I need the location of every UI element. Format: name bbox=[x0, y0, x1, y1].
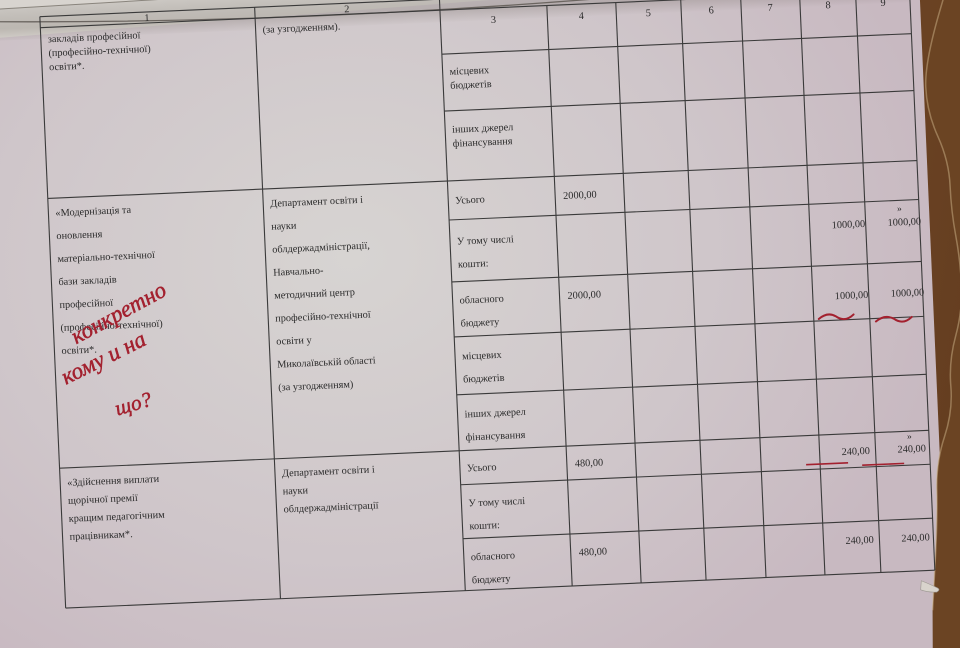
svg-text:освіти у: освіти у bbox=[276, 335, 313, 348]
svg-text:6: 6 bbox=[708, 5, 714, 16]
svg-text:Департамент освіти і: Департамент освіти і bbox=[270, 195, 363, 210]
svg-text:облдержадміністрації: облдержадміністрації bbox=[283, 500, 379, 515]
svg-text:9: 9 bbox=[880, 0, 886, 9]
svg-text:(професійно-технічної): (професійно-технічної) bbox=[48, 44, 151, 59]
svg-text:Миколаївській області: Миколаївській області bbox=[277, 355, 376, 370]
svg-text:місцевих: місцевих bbox=[449, 65, 490, 78]
svg-text:освіти*.: освіти*. bbox=[49, 61, 85, 74]
svg-text:Усього: Усього bbox=[455, 194, 485, 206]
svg-text:2: 2 bbox=[344, 4, 350, 15]
svg-text:1000,00: 1000,00 bbox=[831, 219, 865, 231]
svg-text:методичний центр: методичний центр bbox=[274, 287, 355, 302]
svg-text:3: 3 bbox=[491, 15, 497, 26]
svg-text:240,00: 240,00 bbox=[897, 443, 926, 455]
svg-text:інших джерел: інших джерел bbox=[452, 122, 514, 136]
svg-text:2000,00: 2000,00 bbox=[567, 289, 601, 301]
svg-text:Департамент освіти і: Департамент освіти і bbox=[282, 464, 375, 479]
svg-text:«Здійснення виплати: «Здійснення виплати bbox=[67, 474, 160, 489]
svg-text:бюджету: бюджету bbox=[460, 317, 500, 330]
svg-text:7: 7 bbox=[767, 3, 773, 14]
svg-text:У тому числі: У тому числі bbox=[457, 234, 514, 247]
svg-text:«Модернізація та: «Модернізація та bbox=[55, 205, 132, 219]
svg-text:фінансування: фінансування bbox=[465, 430, 525, 444]
svg-text:щорічної премії: щорічної премії bbox=[68, 493, 138, 507]
svg-text:1: 1 bbox=[144, 13, 150, 24]
svg-text:обласного: обласного bbox=[471, 550, 516, 563]
svg-text:1000,00: 1000,00 bbox=[835, 290, 869, 302]
svg-text:480,00: 480,00 bbox=[579, 546, 608, 558]
svg-text:240,00: 240,00 bbox=[841, 446, 870, 458]
svg-text:240,00: 240,00 bbox=[845, 535, 874, 547]
svg-text:кращим педагогічним: кращим педагогічним bbox=[69, 510, 166, 525]
svg-text:Навчально-: Навчально- bbox=[273, 266, 324, 279]
svg-text:науки: науки bbox=[283, 485, 309, 497]
svg-text:працівникам*.: працівникам*. bbox=[69, 529, 133, 543]
svg-text:»: » bbox=[897, 204, 902, 214]
svg-text:кошти:: кошти: bbox=[469, 520, 500, 532]
svg-text:(за узгодженням): (за узгодженням) bbox=[278, 379, 354, 393]
svg-text:обласного: обласного bbox=[459, 294, 504, 307]
svg-text:8: 8 bbox=[825, 0, 831, 11]
svg-text:1000,00: 1000,00 bbox=[887, 216, 921, 228]
svg-text:5: 5 bbox=[645, 8, 651, 19]
svg-text:кошти:: кошти: bbox=[458, 258, 489, 270]
svg-text:фінансування: фінансування bbox=[453, 136, 513, 150]
svg-text:бюджету: бюджету bbox=[472, 574, 512, 587]
svg-text:науки: науки bbox=[271, 221, 297, 233]
svg-text:240,00: 240,00 bbox=[901, 532, 930, 544]
svg-text:480,00: 480,00 bbox=[575, 458, 604, 470]
svg-text:(за узгодженням).: (за узгодженням). bbox=[262, 22, 340, 36]
svg-text:оновлення: оновлення bbox=[56, 229, 103, 242]
svg-text:Усього: Усього bbox=[467, 462, 497, 474]
svg-text:професійно-технічної: професійно-технічної bbox=[275, 310, 371, 325]
svg-text:облдержадміністрації,: облдержадміністрації, bbox=[272, 240, 370, 255]
svg-text:4: 4 bbox=[579, 11, 585, 22]
svg-text:1000,00: 1000,00 bbox=[891, 287, 925, 299]
svg-text:2000,00: 2000,00 bbox=[563, 190, 597, 202]
svg-text:інших джерел: інших джерел bbox=[464, 407, 526, 421]
svg-text:»: » bbox=[907, 432, 912, 442]
svg-text:що?: що? bbox=[112, 387, 155, 421]
svg-text:бази закладів: бази закладів bbox=[58, 275, 117, 289]
svg-text:У тому числі: У тому числі bbox=[468, 496, 525, 509]
svg-text:матеріально-технічної: матеріально-технічної bbox=[57, 250, 155, 265]
svg-text:місцевих: місцевих bbox=[462, 350, 503, 363]
svg-text:бюджетів: бюджетів bbox=[450, 79, 492, 92]
svg-text:бюджетів: бюджетів bbox=[463, 373, 505, 386]
